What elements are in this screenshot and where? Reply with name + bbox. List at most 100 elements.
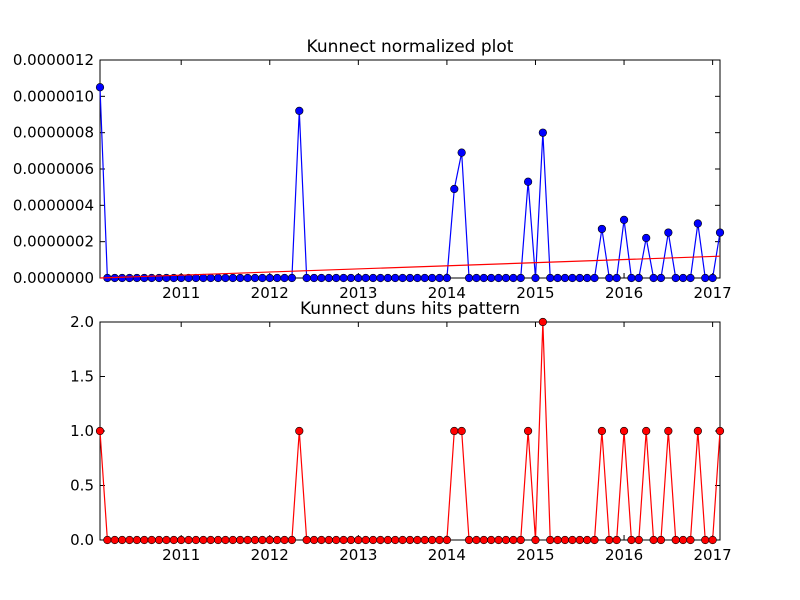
y-tick-label: 0.0000002 bbox=[13, 233, 94, 251]
data-point bbox=[575, 273, 584, 283]
data-point bbox=[634, 273, 643, 283]
data-point bbox=[228, 273, 237, 283]
data-point bbox=[383, 535, 392, 545]
data-point bbox=[177, 535, 186, 545]
data-point bbox=[538, 128, 547, 137]
data-point bbox=[383, 273, 392, 283]
data-point bbox=[191, 273, 201, 283]
data-point bbox=[531, 273, 540, 283]
data-point bbox=[590, 535, 599, 545]
data-point bbox=[472, 535, 481, 545]
data-point bbox=[332, 273, 341, 283]
data-point bbox=[642, 233, 651, 243]
data-point bbox=[258, 273, 267, 283]
data-point bbox=[428, 273, 437, 283]
data-point bbox=[583, 535, 592, 545]
data-point bbox=[354, 273, 363, 283]
data-point bbox=[523, 177, 533, 186]
data-point bbox=[583, 273, 592, 283]
data-point bbox=[656, 535, 666, 545]
data-point bbox=[368, 273, 378, 283]
data-point bbox=[568, 535, 577, 545]
x-tick-label: 2016 bbox=[605, 546, 643, 564]
data-point bbox=[546, 535, 555, 545]
data-point bbox=[250, 273, 260, 283]
data-point bbox=[398, 535, 407, 545]
data-point bbox=[140, 535, 149, 545]
data-point bbox=[191, 535, 201, 545]
data-point bbox=[287, 273, 297, 283]
data-point bbox=[317, 273, 326, 283]
data-point bbox=[715, 228, 725, 237]
data-point bbox=[302, 273, 311, 283]
data-point bbox=[642, 426, 651, 436]
data-point bbox=[494, 273, 503, 283]
data-point bbox=[273, 535, 282, 545]
data-point bbox=[265, 273, 274, 283]
data-point bbox=[339, 273, 348, 283]
data-point bbox=[435, 535, 444, 545]
data-point bbox=[509, 273, 518, 283]
data-point bbox=[147, 273, 156, 283]
data-point bbox=[206, 535, 215, 545]
data-point bbox=[678, 535, 688, 545]
x-tick-label: 2015 bbox=[516, 284, 554, 302]
x-tick-label: 2015 bbox=[516, 546, 554, 564]
y-tick-label: 0.0 bbox=[70, 531, 94, 549]
data-point bbox=[553, 535, 562, 545]
data-point bbox=[479, 535, 488, 545]
data-point bbox=[405, 273, 415, 283]
data-point bbox=[671, 535, 680, 545]
data-point bbox=[376, 273, 385, 283]
data-point bbox=[405, 535, 415, 545]
data-point bbox=[516, 273, 525, 283]
data-point bbox=[568, 273, 577, 283]
x-tick-label: 2014 bbox=[428, 284, 466, 302]
data-point bbox=[656, 273, 666, 283]
data-point bbox=[649, 535, 658, 545]
data-point bbox=[280, 535, 289, 545]
data-point bbox=[597, 426, 607, 436]
data-point bbox=[678, 273, 688, 283]
data-point bbox=[605, 273, 614, 283]
data-point bbox=[199, 535, 208, 545]
data-point bbox=[531, 535, 540, 545]
y-tick-label: 2.0 bbox=[70, 313, 94, 331]
data-point bbox=[228, 535, 237, 545]
x-tick-label: 2014 bbox=[428, 546, 466, 564]
data-point bbox=[236, 535, 245, 545]
data-point bbox=[243, 273, 252, 283]
data-point bbox=[361, 273, 370, 283]
data-point bbox=[243, 535, 252, 545]
data-point bbox=[236, 273, 245, 283]
data-point bbox=[221, 273, 230, 283]
data-point bbox=[538, 317, 547, 327]
y-tick-label: 0.0000004 bbox=[13, 196, 94, 214]
data-point bbox=[597, 224, 607, 234]
data-point bbox=[605, 535, 614, 545]
data-point bbox=[368, 535, 378, 545]
data-point bbox=[590, 273, 599, 283]
data-point bbox=[302, 535, 311, 545]
data-point bbox=[464, 535, 474, 545]
data-point bbox=[472, 273, 481, 283]
y-tick-label: 0.0000008 bbox=[13, 124, 94, 142]
data-point bbox=[132, 535, 142, 545]
data-point bbox=[221, 535, 230, 545]
data-point bbox=[560, 273, 570, 283]
data-point bbox=[118, 535, 127, 545]
data-point bbox=[309, 273, 319, 283]
data-point bbox=[686, 273, 695, 283]
x-tick-label: 2017 bbox=[694, 546, 732, 564]
data-point bbox=[546, 273, 555, 283]
data-point bbox=[575, 535, 584, 545]
data-point bbox=[479, 273, 488, 283]
x-tick-label: 2016 bbox=[605, 284, 643, 302]
data-point bbox=[627, 273, 636, 283]
data-point bbox=[612, 535, 621, 545]
data-point bbox=[420, 535, 429, 545]
data-point bbox=[317, 535, 326, 545]
data-point bbox=[457, 426, 466, 436]
chart-title: Kunnect duns hits pattern bbox=[300, 299, 520, 319]
series-line bbox=[99, 255, 721, 279]
